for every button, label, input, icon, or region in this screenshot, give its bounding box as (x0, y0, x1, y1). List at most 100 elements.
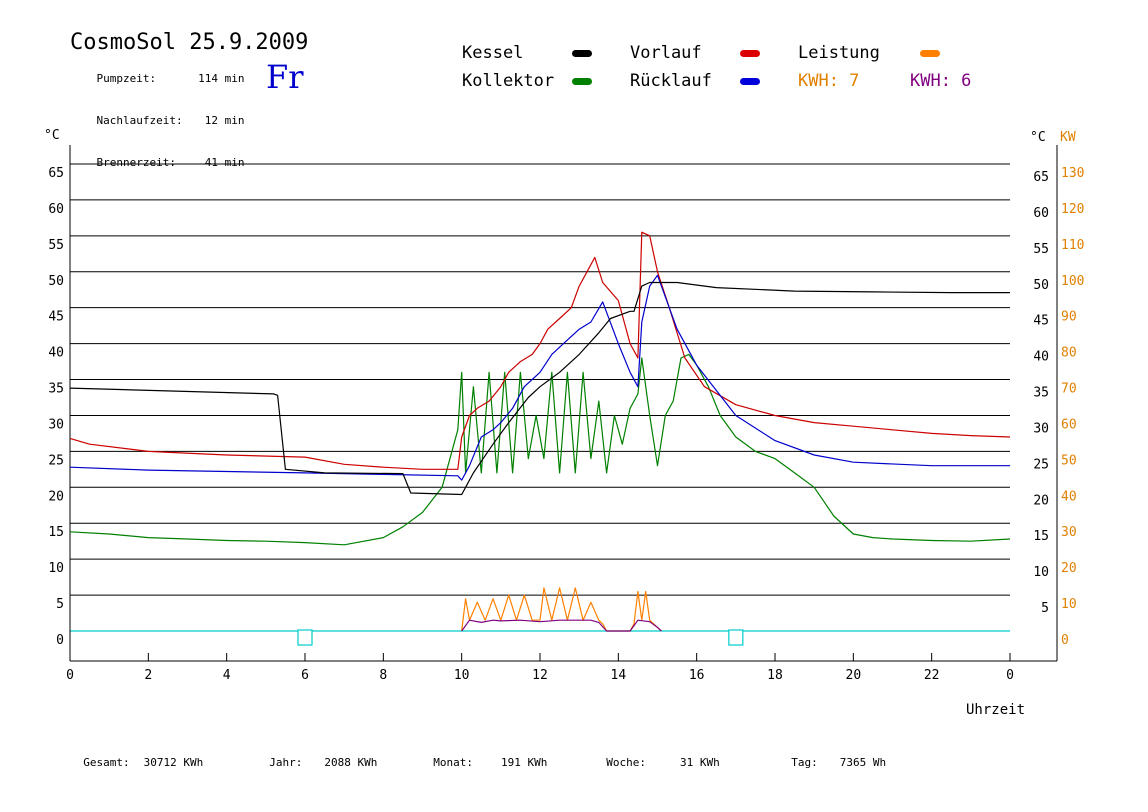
y-tick-label-right-temp: 5 (1041, 601, 1049, 616)
y-tick-label-right-temp: 65 (1033, 170, 1049, 185)
stats-block: Pumpzeit: 114 min Nachlaufzeit: 12 min Bre… (70, 58, 245, 184)
y-tick-label-right-temp: 20 (1033, 493, 1049, 508)
chart-axes (69, 145, 1058, 662)
y-tick-label-right-power: 20 (1061, 561, 1077, 576)
y-tick-label-right-temp: 50 (1033, 278, 1049, 293)
footer-stats: Gesamt: 30712 KWh (70, 743, 203, 769)
y-tick-label-right-temp: 10 (1033, 565, 1049, 580)
stat-value: 12 min (204, 114, 245, 127)
footer-label: Monat: (433, 756, 473, 769)
y-axis-label-right-temp: °C (1030, 130, 1046, 145)
stat-value: 114 min (198, 72, 245, 85)
chart-ticks: 0 2 4 6 8 10 12 14 16 18 20 22 005101520253035404550… (48, 166, 1084, 683)
footer-value: 31 KWh (680, 756, 720, 769)
series-line-vorlauf (69, 231, 1011, 470)
legend-kollektor-swatch (572, 78, 592, 85)
x-axis-label: Uhrzeit (966, 702, 1026, 718)
footer-label: Gesamt: (83, 756, 130, 769)
x-tick-label: 2 (144, 668, 152, 683)
footer-value: 7365 Wh (839, 756, 887, 769)
footer-stats: Tag: 7365 Wh (778, 743, 886, 769)
stat-label: Pumpzeit: (96, 72, 157, 85)
footer-value: 191 KWh (501, 756, 548, 769)
series-line-kwh-leistung-2 (461, 619, 662, 632)
y-tick-label-left: 60 (48, 202, 64, 217)
y-tick-label-left: 5 (56, 597, 64, 612)
pump-marker (297, 629, 313, 646)
x-tick-label: 22 (924, 668, 940, 683)
series-line-leistung (461, 587, 662, 632)
y-tick-label-left: 30 (48, 417, 64, 432)
y-tick-label-right-power: 90 (1061, 310, 1077, 325)
series-line-kessel (69, 281, 1010, 496)
series-line-r-cklauf (69, 274, 1010, 481)
x-tick-label: 18 (767, 668, 783, 683)
footer-stats: Jahr: 2088 KWh (256, 743, 377, 769)
legend-kessel: Kessel (462, 43, 524, 63)
y-tick-label-left: 40 (48, 346, 64, 361)
stat-row: Nachlaufzeit: 12 min (70, 100, 245, 142)
y-tick-label-left: 15 (48, 525, 64, 540)
y-tick-label-right-temp: 55 (1033, 242, 1049, 257)
page-title: CosmoSol 25.9.2009 (70, 30, 309, 55)
x-tick-label: 0 (1006, 668, 1014, 683)
y-tick-label-right-power: 80 (1061, 346, 1077, 361)
y-tick-label-right-power: 130 (1061, 166, 1084, 181)
y-tick-label-left: 20 (48, 489, 64, 504)
footer-label: Woche: (606, 756, 646, 769)
legend-kwh-2: KWH: 6 (910, 71, 972, 91)
y-tick-label-right-power: 50 (1061, 453, 1077, 468)
y-tick-label-right-power: 10 (1061, 597, 1077, 612)
x-tick-label: 6 (301, 668, 309, 683)
legend-ruecklauf: Rücklauf (630, 71, 712, 91)
y-tick-label-right-power: 70 (1061, 382, 1077, 397)
chart-series (69, 231, 1011, 646)
stat-label: Brennerzeit: (96, 156, 176, 169)
y-tick-label-right-power: 0 (1061, 633, 1069, 648)
stat-value: 41 min (204, 156, 245, 169)
x-tick-label: 0 (66, 668, 74, 683)
y-tick-label-right-temp: 60 (1033, 206, 1049, 221)
y-tick-label-right-power: 120 (1061, 202, 1084, 217)
y-axis-label-right-power: KW (1060, 130, 1076, 145)
legend-leistung: Leistung (798, 43, 880, 63)
y-tick-label-left: 0 (56, 633, 64, 648)
y-tick-label-right-power: 30 (1061, 525, 1077, 540)
footer-label: Tag: (791, 756, 818, 769)
y-tick-label-right-temp: 15 (1033, 529, 1049, 544)
y-tick-label-left: 35 (48, 382, 64, 397)
day-label: Fr (266, 58, 304, 96)
x-tick-label: 20 (846, 668, 862, 683)
y-tick-label-right-temp: 45 (1033, 314, 1049, 329)
legend-kollektor: Kollektor (462, 71, 555, 91)
y-tick-label-right-power: 110 (1061, 238, 1084, 253)
x-tick-label: 8 (379, 668, 387, 683)
x-tick-label: 16 (689, 668, 705, 683)
series-line-kollektor (69, 353, 1011, 546)
legend-vorlauf: Vorlauf (630, 43, 702, 63)
y-tick-label-left: 10 (48, 561, 64, 576)
y-tick-label-left: 25 (48, 453, 64, 468)
legend-kessel-swatch (572, 50, 592, 57)
stat-row: Pumpzeit: 114 min (70, 58, 245, 100)
y-tick-label-right-temp: 40 (1033, 350, 1049, 365)
footer-stats: Woche: 31 KWh (593, 743, 720, 769)
legend-leistung-swatch (920, 50, 940, 57)
x-tick-label: 12 (532, 668, 548, 683)
y-tick-label-right-power: 60 (1061, 417, 1077, 432)
footer-value: 2088 KWh (324, 756, 378, 769)
y-tick-label-right-power: 40 (1061, 489, 1077, 504)
legend-kwh-1: KWH: 7 (798, 71, 860, 91)
y-tick-label-right-temp: 30 (1033, 421, 1049, 436)
legend-ruecklauf-swatch (740, 78, 760, 85)
x-tick-label: 10 (454, 668, 470, 683)
pump-marker (728, 629, 744, 646)
footer-value: 30712 KWh (143, 756, 204, 769)
x-tick-label: 14 (611, 668, 627, 683)
stat-row: Brennerzeit: 41 min (70, 142, 245, 184)
stat-label: Nachlaufzeit: (96, 114, 183, 127)
y-axis-label-left: °C (44, 128, 60, 143)
y-tick-label-left: 65 (48, 166, 64, 181)
legend-vorlauf-swatch (740, 50, 760, 57)
